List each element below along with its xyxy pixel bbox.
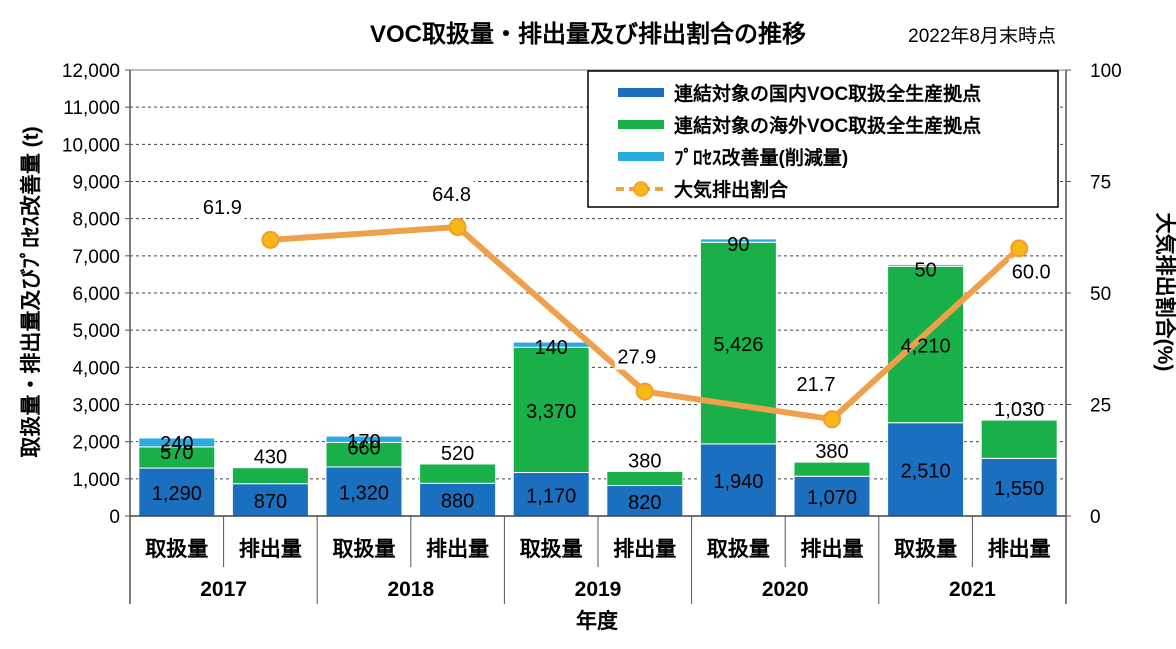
category-label: 排出量 — [988, 537, 1051, 561]
bar-value-label: 3,370 — [526, 401, 576, 423]
y-tick-left: 10,000 — [62, 135, 120, 156]
legend-entry: 大気排出割合 — [674, 178, 789, 201]
ratio-point — [824, 411, 840, 427]
legend-entry: ﾌﾟﾛｾｽ改善量(削減量) — [674, 146, 848, 169]
ratio-point — [262, 232, 278, 248]
bar-value-label: 1,030 — [994, 399, 1044, 421]
y-tick-right: 25 — [1090, 396, 1111, 417]
category-label: 排出量 — [801, 537, 864, 561]
ratio-point — [450, 219, 466, 235]
bar-value-label: 880 — [441, 491, 474, 513]
bar-value-label: 1,170 — [526, 485, 576, 507]
category-label: 排出量 — [426, 537, 489, 561]
category-label: 取扱量 — [894, 538, 957, 561]
bar-value-label: 380 — [815, 441, 848, 463]
y-tick-left: 5,000 — [72, 321, 120, 342]
y-tick-left: 8,000 — [72, 210, 120, 231]
bar-segment — [981, 420, 1057, 458]
legend-swatch — [618, 120, 664, 129]
y-tick-right: 50 — [1090, 284, 1111, 305]
bar-segment — [420, 464, 496, 483]
bar-segment — [607, 471, 683, 485]
y-tick-left: 3,000 — [72, 396, 120, 417]
chart-subtitle: 2022年8月末時点 — [908, 25, 1056, 47]
bar-value-label: 520 — [441, 443, 474, 465]
bar-value-label: 240 — [160, 433, 193, 455]
legend-line-marker — [634, 182, 648, 196]
bar-value-label: 170 — [347, 431, 380, 453]
y-tick-left: 4,000 — [72, 358, 120, 379]
bar-value-label: 5,426 — [713, 334, 763, 356]
year-label: 2021 — [949, 578, 996, 601]
y-tick-left: 12,000 — [62, 61, 120, 82]
category-label: 取扱量 — [707, 538, 770, 561]
year-label: 2018 — [387, 578, 434, 601]
y-tick-left: 7,000 — [72, 247, 120, 268]
bar-value-label: 4,210 — [901, 335, 951, 357]
bar-value-label: 1,290 — [152, 483, 202, 505]
legend-swatch — [618, 88, 664, 97]
y-tick-left: 1,000 — [72, 470, 120, 491]
year-label: 2020 — [762, 578, 809, 601]
y-tick-right: 0 — [1090, 507, 1101, 528]
bar-value-label: 140 — [535, 337, 568, 359]
bar-value-label: 2,510 — [901, 460, 951, 482]
category-label: 排出量 — [239, 537, 302, 561]
bar-value-label: 1,070 — [807, 487, 857, 509]
y-tick-left: 2,000 — [72, 433, 120, 454]
chart-container: VOC取扱量・排出量及び排出割合の推移 2022年8月末時点 1,290 570 2… — [0, 0, 1176, 649]
x-axis-label: 年度 — [576, 609, 618, 633]
bar-value-label: 1,320 — [339, 482, 389, 504]
bar-value-label: 870 — [254, 491, 287, 513]
y-tick-left: 11,000 — [63, 98, 120, 119]
y-tick-left: 9,000 — [72, 173, 120, 194]
y-tick-left: 0 — [109, 507, 120, 528]
bar-segment — [232, 468, 308, 484]
y-tick-right: 75 — [1090, 173, 1111, 194]
bar-value-label: 50 — [914, 259, 936, 281]
bar-value-label: 1,940 — [713, 471, 763, 493]
ratio-value-label: 60.0 — [1012, 261, 1051, 283]
bar-value-label: 90 — [727, 234, 749, 256]
legend-swatch — [618, 152, 664, 161]
chart-title: VOC取扱量・排出量及び排出割合の推移 — [370, 20, 806, 48]
legend-entry: 連結対象の海外VOC取扱全生産拠点 — [674, 114, 981, 137]
bar-value-label: 820 — [628, 492, 661, 514]
bar-segment — [794, 462, 870, 476]
ratio-value-label: 64.8 — [432, 184, 471, 206]
ratio-value-label: 27.9 — [617, 347, 656, 369]
legend-entry: 連結対象の国内VOC取扱全生産拠点 — [674, 82, 981, 105]
year-label: 2017 — [200, 578, 247, 601]
category-label: 排出量 — [613, 537, 676, 561]
bar-value-label: 430 — [254, 447, 287, 469]
y-tick-left: 6,000 — [72, 284, 120, 305]
y-axis-label-left: 取扱量・排出量及びﾌﾟﾛｾｽ改善量 (t) — [19, 126, 43, 457]
y-tick-right: 100 — [1090, 61, 1122, 82]
category-label: 取扱量 — [520, 538, 583, 561]
y-axis-label-right: 大気排出割合(%) — [1153, 213, 1176, 372]
bar-value-label: 1,550 — [994, 478, 1044, 500]
ratio-point — [1011, 240, 1027, 256]
voc-chart: VOC取扱量・排出量及び排出割合の推移 2022年8月末時点 1,2905702… — [0, 0, 1176, 649]
ratio-point — [637, 384, 653, 400]
bar-value-label: 380 — [628, 450, 661, 472]
category-label: 取扱量 — [145, 538, 208, 561]
category-label: 取扱量 — [333, 538, 396, 561]
year-label: 2019 — [575, 578, 622, 601]
ratio-value-label: 61.9 — [203, 197, 242, 219]
ratio-value-label: 21.7 — [797, 374, 836, 396]
